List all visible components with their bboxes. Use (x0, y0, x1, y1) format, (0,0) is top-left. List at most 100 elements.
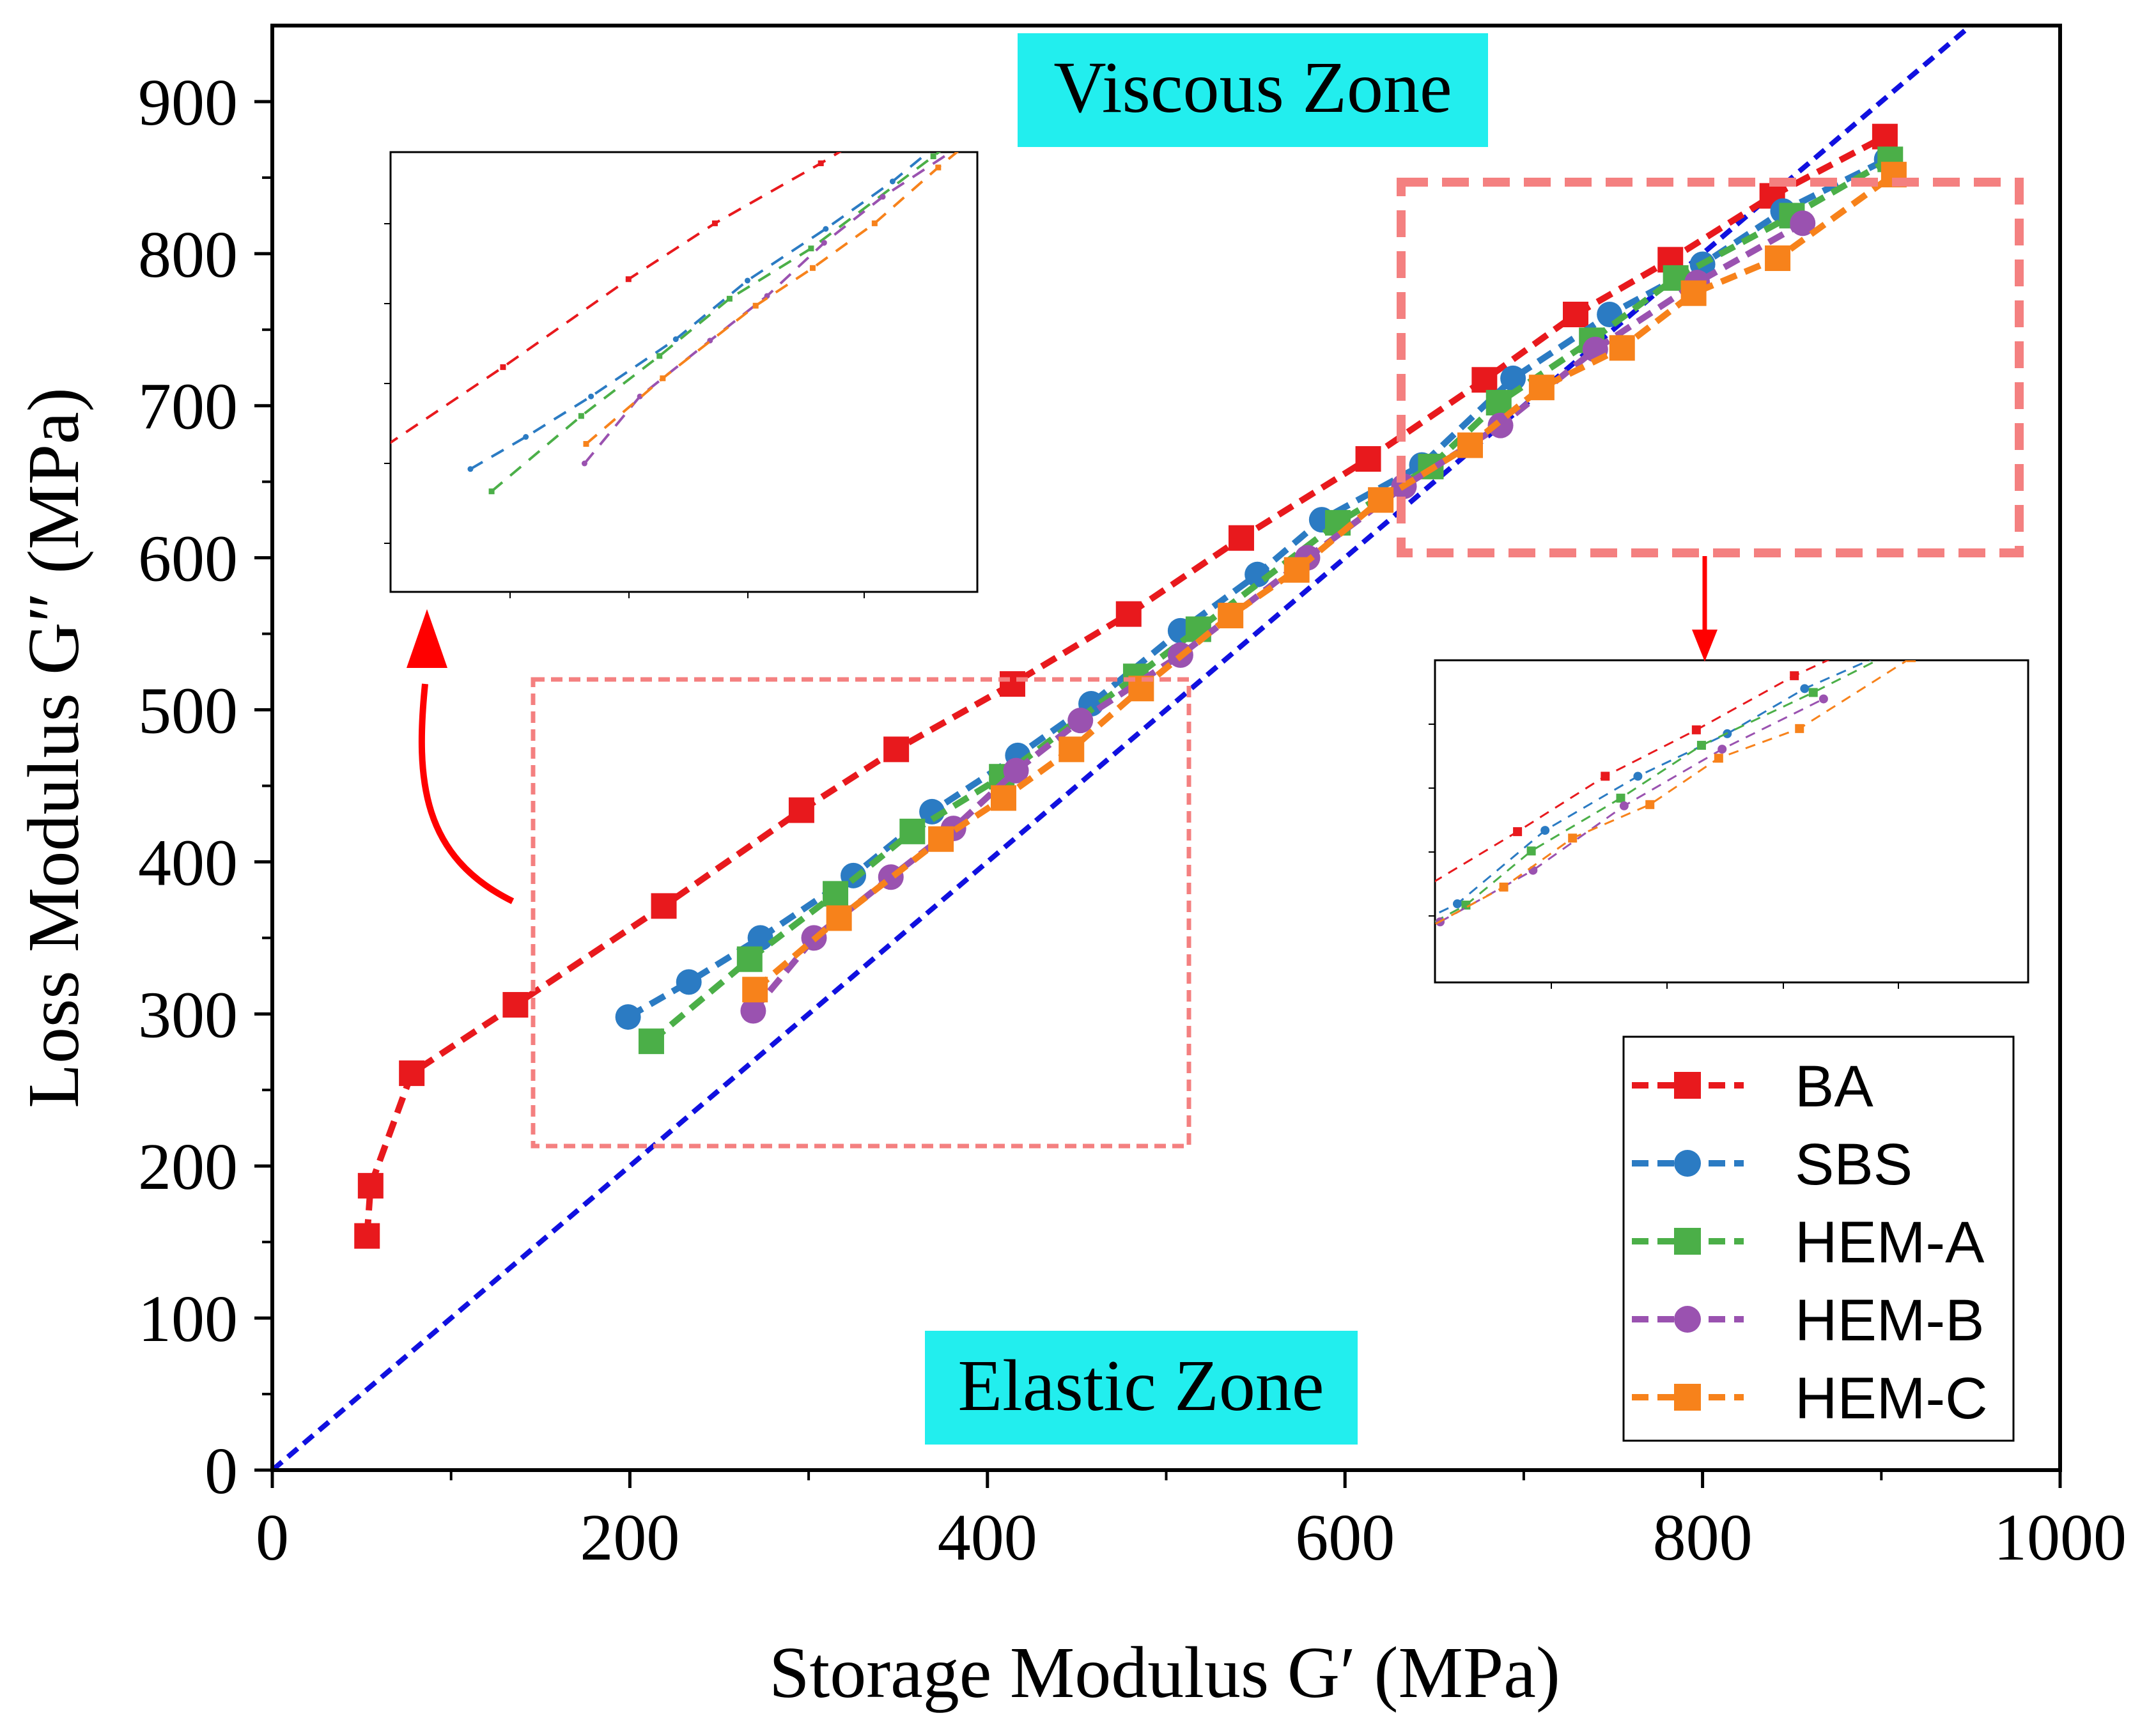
elastic-zone-box (925, 1331, 1358, 1445)
data-point-hem-b (1819, 694, 1828, 704)
series-hem-b (581, 152, 954, 467)
data-point-ba (1563, 302, 1589, 327)
data-point-sbs (823, 226, 829, 232)
data-point-ba (1872, 123, 1898, 150)
data-point-ba (354, 1223, 380, 1249)
down-arrow-head (1692, 630, 1718, 662)
data-point-hem-a (963, 1210, 972, 1219)
x-axis-label: Storage Modulus G′ (MPa) (769, 1632, 1560, 1713)
data-point-ba (233, 621, 238, 627)
data-point-hem-a (930, 153, 936, 160)
data-point-hem-c (871, 220, 878, 226)
data-point-sbs (982, 1193, 991, 1202)
data-point-sbs (1800, 684, 1810, 694)
data-point-hem-a (1696, 741, 1706, 750)
data-point-ba (788, 797, 814, 823)
series-ba (442, 621, 1907, 1519)
data-point-hem-a (808, 245, 814, 252)
data-point-hem-b (810, 1362, 819, 1371)
data-point-hem-a (578, 413, 584, 419)
data-point-hem-a (1049, 1163, 1058, 1172)
data-point-hem-c (1568, 833, 1578, 843)
data-point-ba (818, 160, 824, 166)
data-point-ba (1790, 671, 1799, 681)
data-point-hem-c (1059, 736, 1085, 763)
data-point-sbs (467, 466, 474, 472)
legend-marker (1674, 1306, 1701, 1333)
data-point-hem-c (1795, 724, 1804, 733)
data-point-hem-c (1765, 245, 1791, 271)
x-tick-label: 200 (580, 1501, 679, 1574)
legend-label: HEM-B (1795, 1288, 1984, 1353)
data-point-hem-b (821, 240, 827, 246)
x-tick-label: 1000 (1994, 1501, 2127, 1574)
data-point-ba (1401, 894, 1410, 903)
inset-top-left-frame (389, 151, 979, 593)
data-point-ba (1898, 621, 1907, 630)
data-point-ba (581, 1357, 590, 1366)
series-ba (229, 152, 842, 673)
x-tick-label: 800 (1653, 1501, 1753, 1574)
x-tick-label: 400 (938, 1501, 1037, 1574)
data-point-ba (481, 1414, 490, 1423)
data-point-hem-c (812, 1344, 821, 1353)
data-point-hem-c (583, 440, 589, 447)
data-point-hem-c (1528, 375, 1555, 401)
data-point-ba (442, 1510, 451, 1519)
data-point-sbs (748, 1337, 757, 1346)
data-point-hem-a (823, 881, 849, 907)
data-point-ba (1059, 1085, 1068, 1094)
data-point-hem-c (892, 1283, 901, 1292)
data-point-ba (1228, 525, 1254, 551)
inset-bottom-right-frame (1434, 659, 2029, 984)
data-point-hem-c (990, 1216, 999, 1225)
data-point-sbs (1452, 899, 1462, 909)
legend-entry-hem-b: HEM-B (1632, 1288, 1984, 1353)
data-point-sbs (672, 336, 679, 343)
data-point-sbs (615, 1004, 641, 1030)
data-point-ba (229, 667, 235, 673)
data-point-ba (1471, 367, 1498, 393)
legend-label: HEM-C (1795, 1366, 1988, 1431)
data-point-sbs (1900, 640, 1909, 649)
data-point-hem-b (1067, 708, 1094, 734)
data-point-hem-b (1343, 978, 1352, 987)
data-point-hem-b (740, 998, 766, 1024)
series-line-ba (364, 134, 1887, 1236)
y-tick-label: 300 (138, 978, 238, 1051)
data-point-hem-b (1619, 801, 1629, 810)
data-point-sbs (906, 1247, 915, 1256)
legend-entry-hem-c: HEM-C (1632, 1366, 1988, 1431)
x-tick-label: 0 (256, 1501, 289, 1574)
series-hem-c (812, 660, 1916, 1353)
data-point-hem-b (1221, 1060, 1230, 1069)
data-point-hem-a (1904, 640, 1912, 649)
legend-label: BA (1795, 1054, 1873, 1119)
curved-arrow (418, 683, 515, 904)
data-point-hem-c (1333, 988, 1342, 997)
viscous-zone-label: Viscous Zone (1053, 47, 1452, 128)
data-point-hem-b (1062, 1158, 1071, 1167)
data-point-hem-b (1790, 210, 1816, 236)
data-point-hem-c (660, 375, 666, 382)
data-point-hem-b (764, 293, 770, 299)
series-line-hem-a (490, 152, 942, 493)
data-point-sbs (1100, 10, 1106, 15)
data-point-hem-b (880, 194, 886, 200)
y-tick-label: 700 (138, 370, 238, 444)
data-point-hem-a (712, 1388, 721, 1397)
zoom-box-right (1397, 178, 2024, 557)
data-point-hem-c (990, 785, 1016, 811)
series-hem-c (583, 152, 959, 447)
data-point-ba (651, 893, 677, 919)
data-point-hem-a (488, 488, 495, 495)
data-point-hem-a (726, 295, 733, 302)
data-point-ba (1601, 771, 1610, 781)
data-point-sbs (1135, 1102, 1144, 1111)
data-point-hem-c (826, 905, 852, 931)
y-tick-label: 400 (138, 826, 238, 899)
series-line-sbs (1435, 660, 1872, 916)
data-point-hem-c (1218, 603, 1244, 629)
data-point-hem-c (1645, 800, 1655, 809)
data-point-ba (1691, 725, 1701, 734)
